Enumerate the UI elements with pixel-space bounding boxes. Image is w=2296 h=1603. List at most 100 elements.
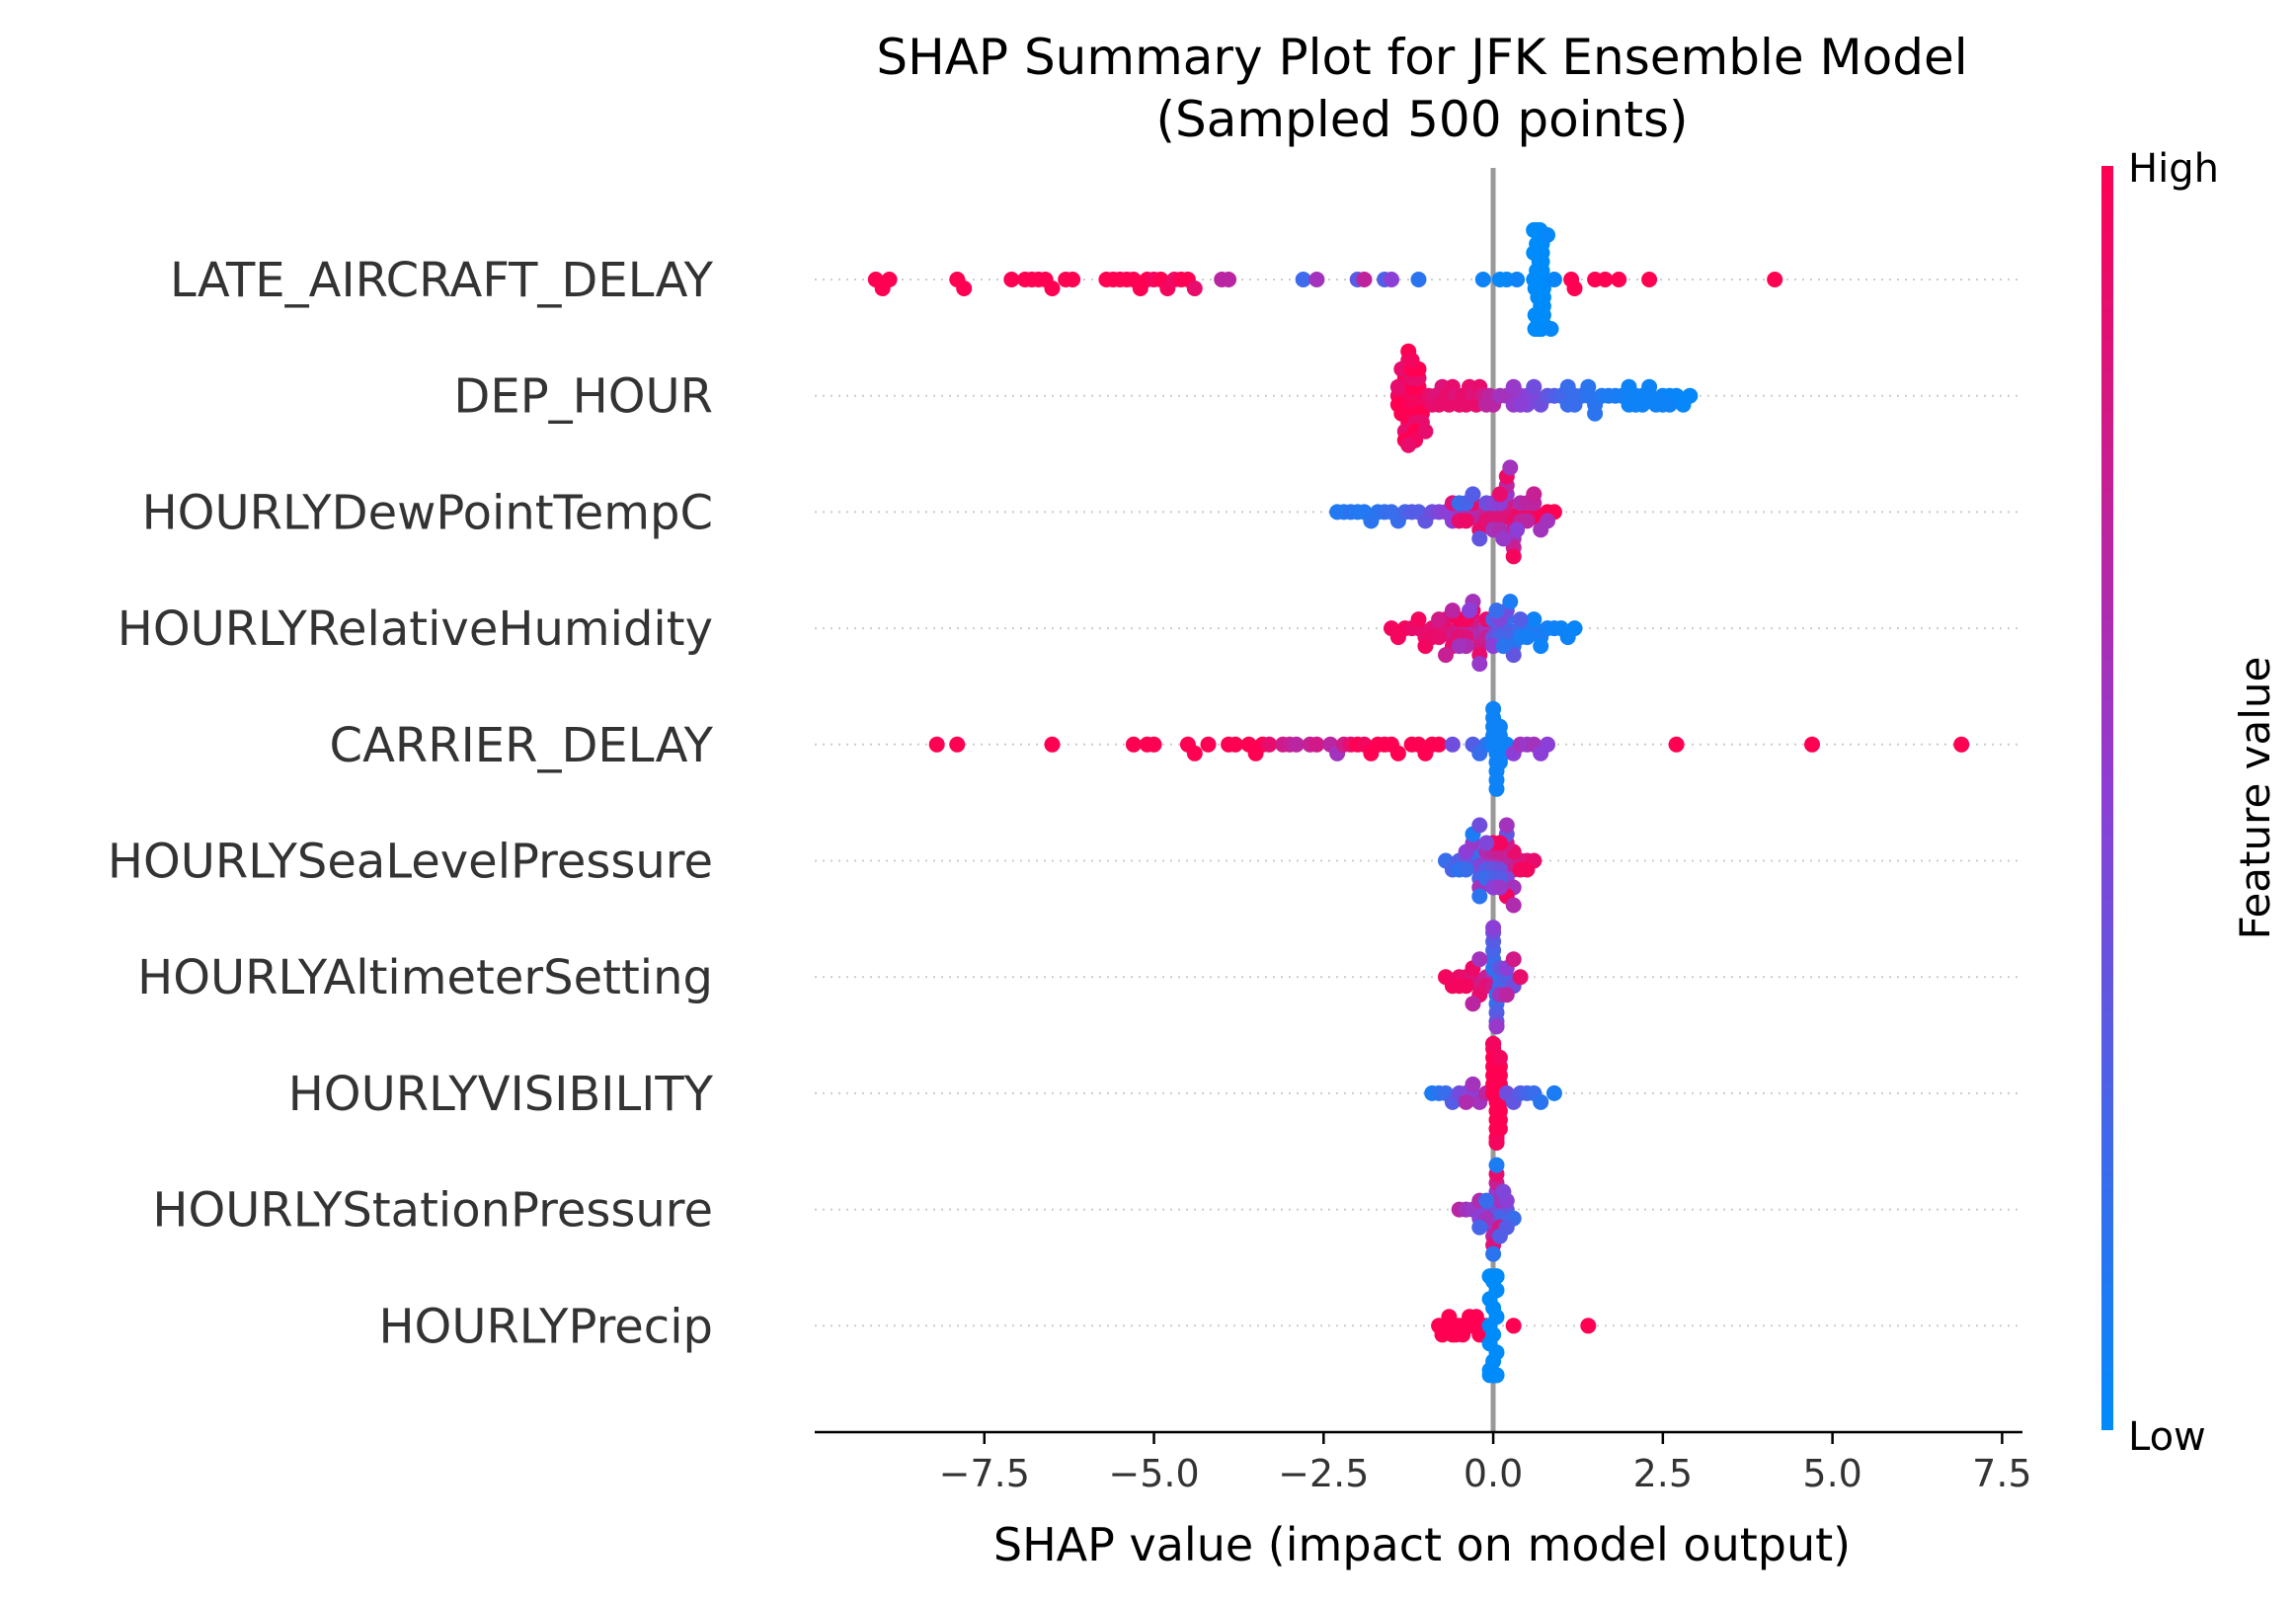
shap-point	[1566, 396, 1583, 413]
shap-point	[1403, 352, 1420, 368]
shap-point	[1767, 272, 1783, 287]
shap-point	[1953, 736, 1970, 753]
shap-point	[1804, 736, 1820, 753]
shap-point	[1417, 423, 1434, 440]
shap-point	[1526, 378, 1543, 395]
shap-point	[1471, 888, 1488, 905]
feature-label: HOURLYPrecip	[378, 1299, 713, 1354]
shap-point	[1533, 1093, 1549, 1110]
shap-point	[1498, 817, 1515, 834]
feature-label: HOURLYDewPointTempC	[142, 485, 713, 540]
shap-point	[1431, 629, 1448, 646]
shap-point	[1543, 321, 1559, 337]
shap-point	[1438, 647, 1454, 664]
shap-point	[1491, 718, 1508, 735]
shap-point	[1512, 969, 1529, 986]
colorbar-high-label: High	[2128, 146, 2219, 192]
shap-point	[1498, 1219, 1515, 1236]
shap-point	[1441, 1309, 1458, 1325]
colorbar	[2101, 166, 2113, 1430]
feature-label: CARRIER_DELAY	[330, 718, 714, 773]
shap-point	[1519, 629, 1536, 646]
shap-point	[1485, 1245, 1502, 1262]
shap-point	[1288, 736, 1305, 753]
shap-point	[1498, 987, 1515, 1003]
shap-point	[1641, 272, 1658, 287]
shap-point	[1488, 1268, 1505, 1285]
shap-point	[1495, 530, 1512, 547]
shap-point	[1587, 405, 1604, 422]
feature-label: HOURLYRelativeHumidity	[118, 601, 713, 657]
shap-point	[1431, 736, 1448, 753]
colorbar-low-label: Low	[2128, 1414, 2206, 1460]
shap-point	[1495, 638, 1512, 655]
shap-point	[1502, 594, 1519, 610]
shap-point	[1471, 530, 1488, 547]
shap-point	[1491, 1120, 1508, 1137]
shap-point	[1200, 736, 1217, 753]
shap-point	[1661, 396, 1678, 413]
x-axis-ticks: −7.5 −5.0 −2.5 0.0 2.5 5.0 7.5	[939, 1432, 2032, 1495]
shap-point	[1146, 736, 1162, 753]
shap-point	[1566, 620, 1583, 637]
shap-point	[1491, 879, 1508, 896]
shap-point	[1458, 513, 1474, 529]
shap-point	[1488, 1134, 1505, 1151]
shap-point	[1478, 835, 1495, 851]
shap-point	[1668, 736, 1685, 753]
shap-point	[1389, 745, 1406, 761]
colorbar-title: Feature value	[2231, 657, 2279, 940]
shap-point	[1621, 378, 1637, 395]
shap-point	[1356, 272, 1373, 287]
shap-point	[1044, 736, 1061, 753]
shap-point	[1410, 611, 1427, 628]
shap-point	[1495, 1183, 1512, 1200]
shap-point	[1559, 378, 1576, 395]
shap-point	[1431, 611, 1448, 628]
chart-title: SHAP Summary Plot for JFK Ensemble Model	[876, 29, 1967, 86]
shap-point	[1545, 272, 1562, 287]
shap-point	[1227, 736, 1243, 753]
shap-point	[1512, 611, 1529, 628]
shap-point	[881, 272, 898, 287]
shap-point	[1505, 951, 1522, 968]
shap-point	[1125, 736, 1142, 753]
x-tick-label: −5.0	[1108, 1452, 1199, 1495]
shap-point	[1471, 817, 1488, 834]
shap-point	[1186, 281, 1203, 296]
shap-point	[1505, 378, 1522, 395]
shap-point	[1545, 1084, 1562, 1101]
shap-point	[1505, 897, 1522, 914]
shap-point	[1400, 437, 1417, 453]
shap-point	[1465, 486, 1481, 503]
shap-point	[1471, 656, 1488, 673]
x-tick-label: 2.5	[1633, 1452, 1693, 1495]
shap-point	[1540, 736, 1555, 753]
shap-point	[1566, 281, 1583, 296]
shap-point	[1505, 647, 1522, 664]
shap-point	[1389, 378, 1406, 395]
shap-point	[1505, 1318, 1522, 1334]
points-layer	[867, 222, 1970, 1384]
shap-point	[1526, 486, 1543, 503]
shap-point	[1533, 638, 1549, 655]
shap-point	[1641, 378, 1658, 395]
shap-point	[1526, 611, 1543, 628]
shap-point	[1597, 272, 1614, 287]
shap-point	[1471, 1219, 1488, 1236]
shap-point	[1458, 861, 1474, 878]
shap-point	[1308, 736, 1325, 753]
shap-point	[1455, 1326, 1471, 1343]
feature-label: HOURLYStationPressure	[152, 1183, 713, 1239]
feature-label: HOURLYVISIBILITY	[288, 1067, 714, 1122]
shap-point	[1519, 861, 1536, 878]
shap-point	[1451, 638, 1467, 655]
shap-point	[1491, 754, 1508, 770]
shap-point	[1458, 978, 1474, 995]
shap-point	[1471, 951, 1488, 968]
shap-point	[928, 736, 945, 753]
shap-point	[1509, 272, 1526, 287]
chart-subtitle: (Sampled 500 points)	[1155, 91, 1688, 148]
shap-point	[956, 281, 973, 296]
x-tick-label: 0.0	[1464, 1452, 1523, 1495]
